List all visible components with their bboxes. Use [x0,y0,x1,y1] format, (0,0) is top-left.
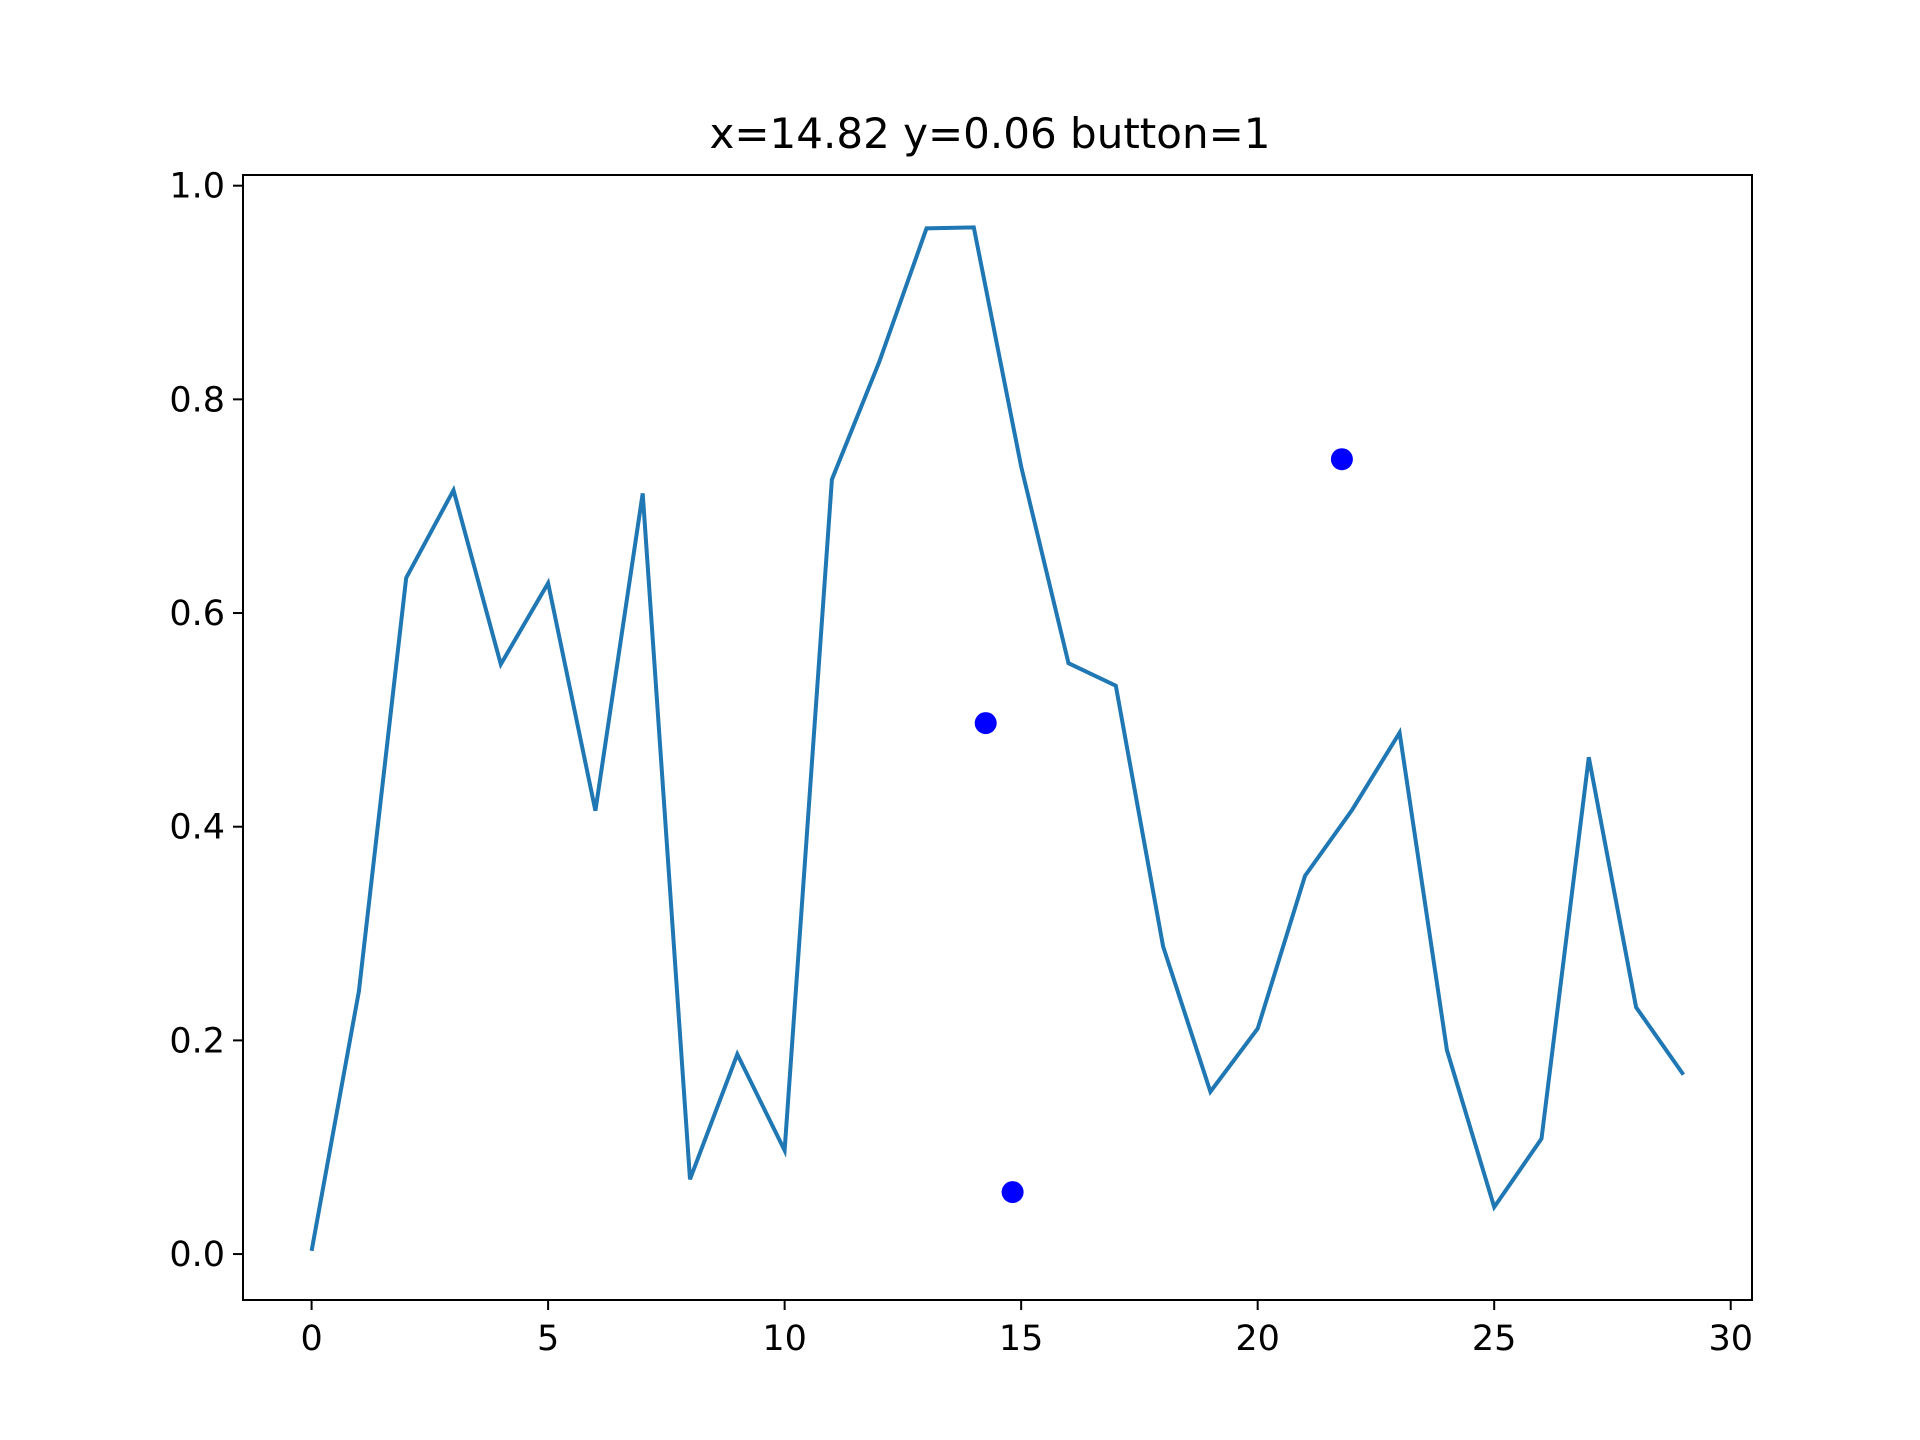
x-tick-label: 0 [300,1319,322,1359]
series-line [309,225,1686,1252]
y-tick-label: 0.6 [169,594,225,634]
scatter-point [1001,1181,1024,1204]
y-tick-label: 0.0 [169,1235,225,1275]
axes: 0 5 10 15 20 25 30 0.0 0.2 0.4 0.6 0.8 1.0 [169,167,1753,1359]
y-tick-label: 1.0 [169,167,225,207]
y-tick-label: 0.2 [169,1021,225,1061]
x-tick-label: 25 [1472,1319,1517,1359]
x-tick-label: 30 [1708,1319,1753,1359]
scatter-point [974,712,997,735]
chart-title: x=14.82 y=0.06 button=1 [710,109,1271,158]
x-tick-label: 5 [537,1319,559,1359]
x-tick-label: 15 [999,1319,1044,1359]
x-tick-label: 10 [762,1319,807,1359]
scatter-point [1330,448,1353,471]
y-tick-label: 0.4 [169,808,225,848]
plot-area[interactable] [309,225,1686,1252]
x-tick-label: 20 [1235,1319,1280,1359]
y-tick-label: 0.8 [169,380,225,420]
axes-frame [242,174,1753,1301]
